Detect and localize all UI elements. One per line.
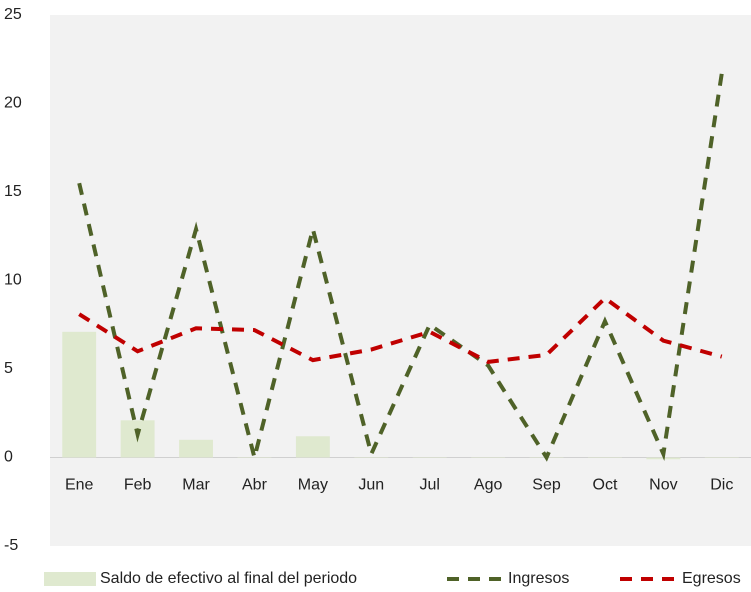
line (77, 73, 724, 462)
bar (471, 457, 506, 458)
x-tick-label: Oct (593, 477, 618, 494)
y-tick-label: 20 (4, 95, 22, 112)
y-tick-label: -5 (4, 537, 18, 554)
legend-label: Egresos (682, 570, 741, 587)
bar (237, 457, 272, 458)
y-tick-label: 10 (4, 272, 22, 289)
x-tick-label: Dic (710, 477, 733, 494)
bar (62, 331, 97, 458)
legend-label: Saldo de efectivo al final del periodo (100, 570, 357, 587)
y-tick-label: 15 (4, 183, 22, 200)
x-tick-label: Abr (242, 477, 268, 494)
x-tick-label: Sep (532, 477, 561, 494)
x-tick-label: May (298, 477, 328, 494)
bar (588, 457, 622, 458)
line (78, 295, 723, 364)
y-tick-label: 5 (4, 360, 13, 377)
x-tick-label: Mar (182, 477, 210, 494)
x-tick-label: Nov (649, 477, 677, 494)
plot-area (50, 15, 751, 546)
legend-swatch (44, 572, 96, 586)
bar (179, 439, 213, 458)
y-tick-label: 0 (4, 449, 13, 466)
y-tick-label: 25 (4, 6, 22, 23)
bar (295, 436, 330, 458)
bar (354, 457, 389, 458)
legend-label: Ingresos (508, 570, 569, 587)
x-tick-label: Ago (474, 477, 503, 494)
bar (412, 457, 447, 458)
x-tick-label: Ene (65, 477, 94, 494)
x-tick-label: Jun (358, 477, 384, 494)
bar (704, 457, 739, 458)
x-tick-label: Feb (124, 477, 152, 494)
x-tick-label: Jul (419, 477, 439, 494)
